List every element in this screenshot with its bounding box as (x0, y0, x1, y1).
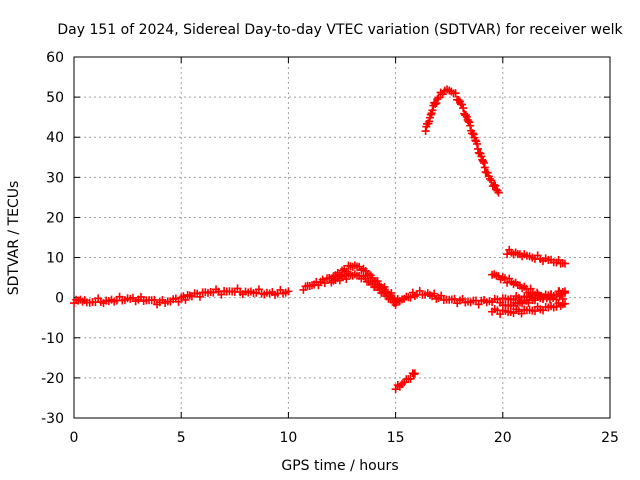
axes (73, 56, 611, 419)
data-point (430, 289, 439, 298)
data-marks (70, 85, 569, 394)
data-point (560, 287, 569, 296)
data-point (426, 110, 435, 119)
plot-frame (73, 56, 611, 419)
data-point (485, 174, 494, 183)
y-tick-label: 0 (55, 291, 64, 307)
data-point (471, 136, 480, 145)
data-point (150, 295, 159, 304)
data-point (558, 294, 567, 303)
data-point (137, 292, 145, 301)
data-point (451, 89, 460, 98)
data-point (342, 275, 351, 284)
y-tick-label: -30 (41, 411, 64, 427)
data-point (560, 259, 569, 268)
data-point (461, 111, 470, 120)
data-point (487, 176, 496, 185)
data-point (464, 117, 473, 126)
data-point (491, 181, 500, 190)
y-tick-label: 60 (46, 50, 64, 66)
y-tick-label: 50 (46, 90, 64, 106)
data-point (434, 93, 443, 102)
y-axis-label: SDTVAR / TECUs (6, 181, 22, 296)
data-point (391, 385, 400, 394)
x-tick-label: 25 (601, 430, 619, 446)
data-point (479, 158, 488, 167)
data-point (468, 129, 477, 138)
data-point (480, 163, 489, 172)
x-tick-label: 20 (494, 430, 512, 446)
y-tick-label: 10 (46, 251, 64, 267)
y-tick-label: 20 (46, 210, 64, 226)
data-point (284, 287, 293, 296)
data-point (410, 369, 419, 378)
data-point (406, 293, 415, 302)
y-tick-labels: -30 -20 -10 0 10 20 30 40 50 60 (41, 50, 64, 427)
data-point (479, 157, 488, 166)
data-point (466, 121, 475, 130)
series-big-arc (421, 85, 503, 197)
data-point (428, 106, 437, 115)
series-upper-arc (503, 245, 569, 268)
y-tick-label: 40 (46, 130, 64, 146)
y-tick-label: -10 (41, 331, 64, 347)
data-point (432, 99, 441, 108)
series-baseline-early (70, 284, 293, 309)
data-point (483, 168, 492, 177)
data-point (437, 291, 446, 300)
data-point (459, 104, 468, 113)
x-tick-labels: 0 5 10 15 20 25 (70, 430, 619, 446)
x-axis-label: GPS time / hours (281, 458, 398, 474)
data-point (503, 278, 512, 287)
series-falling-segment (488, 270, 567, 304)
chart-title: Day 151 of 2024, Sidereal Day-to-day VTE… (57, 22, 623, 38)
data-point (526, 284, 535, 293)
x-tick-label: 15 (387, 430, 405, 446)
data-point (431, 100, 440, 109)
series-bump-lower (327, 269, 400, 309)
data-point (560, 299, 569, 308)
y-tick-label: 30 (46, 170, 64, 186)
data-point (254, 285, 263, 294)
x-tick-label: 10 (279, 430, 297, 446)
data-point (181, 295, 190, 304)
x-tick-label: 5 (177, 430, 186, 446)
data-point (530, 307, 539, 316)
data-point (524, 298, 533, 307)
data-point (195, 292, 204, 301)
y-tick-label: -20 (41, 371, 64, 387)
series-negative-segment (391, 369, 419, 394)
data-point (433, 95, 442, 104)
data-point (473, 144, 482, 153)
data-point (454, 96, 463, 105)
data-point (406, 374, 415, 383)
data-point (458, 100, 467, 109)
x-tick-label: 0 (70, 430, 79, 446)
grid-lines (74, 57, 610, 418)
data-point (450, 294, 459, 303)
data-point (174, 297, 183, 306)
data-point (494, 188, 503, 197)
data-point (473, 139, 482, 148)
